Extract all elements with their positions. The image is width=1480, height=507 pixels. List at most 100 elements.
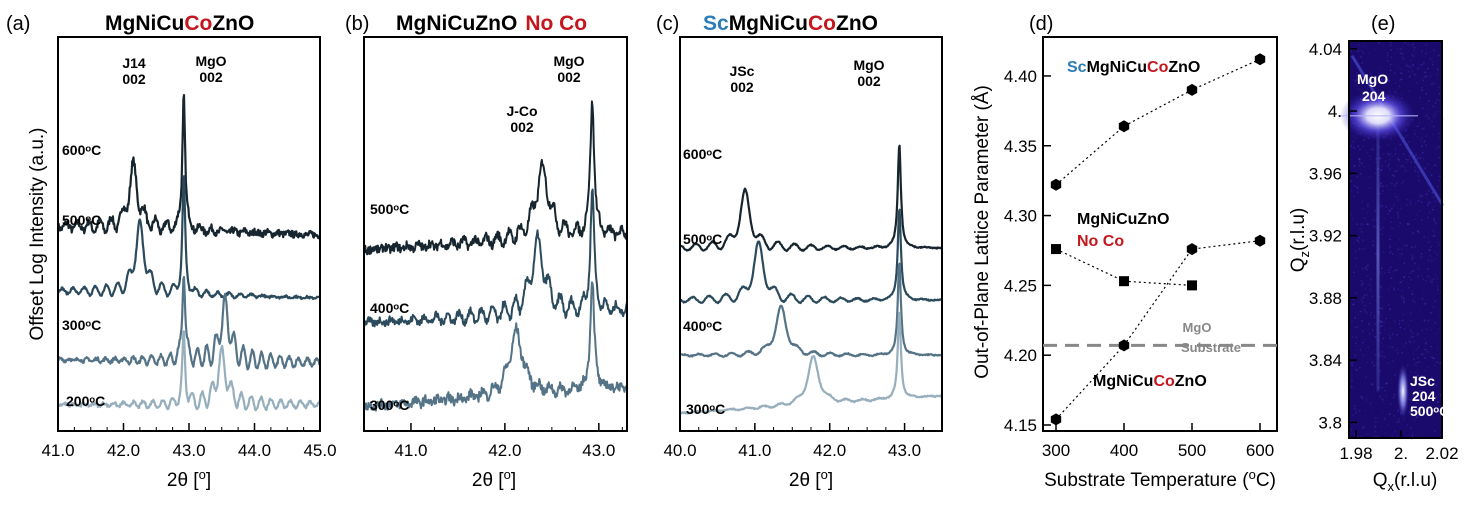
rsm-noise xyxy=(1427,319,1430,322)
x-tick-label: 44.0 xyxy=(238,441,271,460)
rsm-noise xyxy=(1410,319,1412,322)
rsm-noise xyxy=(1420,406,1422,408)
rsm-noise xyxy=(1358,241,1360,243)
rsm-noise xyxy=(1423,127,1426,129)
panel-e-xlabel: Qx(r.l.u) xyxy=(1373,470,1438,494)
rsm-noise xyxy=(1436,111,1438,113)
rsm-noise xyxy=(1427,163,1429,165)
rsm-noise xyxy=(1387,52,1389,54)
rsm-noise xyxy=(1379,206,1382,209)
rsm-noise xyxy=(1401,69,1403,71)
rsm-noise xyxy=(1410,341,1412,343)
rsm-noise xyxy=(1417,230,1419,233)
rsm-noise xyxy=(1389,41,1392,44)
xrd-curve-b-2 xyxy=(363,281,628,412)
rsm-noise xyxy=(1380,168,1383,171)
rsm-noise xyxy=(1422,63,1425,66)
rsm-noise xyxy=(1409,74,1411,77)
rsm-noise xyxy=(1398,421,1401,423)
rsm-noise xyxy=(1411,290,1413,293)
panel-d-plot xyxy=(1043,53,1277,426)
rsm-noise xyxy=(1394,430,1396,433)
rsm-peak-jsc xyxy=(1397,363,1409,420)
rsm-noise xyxy=(1367,223,1369,226)
rsm-noise xyxy=(1435,384,1438,387)
rsm-noise xyxy=(1393,415,1395,417)
rsm-noise xyxy=(1425,192,1428,195)
rsm-noise xyxy=(1382,153,1385,155)
rsm-noise xyxy=(1393,204,1395,207)
panel-d-series-noco-label: MgNiCuZnO xyxy=(1077,211,1169,228)
rsm-noise xyxy=(1380,321,1382,323)
rsm-noise xyxy=(1363,308,1366,311)
rsm-noise xyxy=(1389,63,1392,66)
rsm-noise xyxy=(1359,348,1361,351)
y-tick-label: 4.15 xyxy=(1004,416,1037,435)
rsm-noise xyxy=(1379,183,1382,185)
rsm-noise xyxy=(1384,287,1387,290)
rsm-noise xyxy=(1413,419,1416,421)
panel-b-temp-300: 300ᵒC xyxy=(370,397,409,413)
rsm-noise xyxy=(1401,279,1404,282)
rsm-noise xyxy=(1431,83,1433,85)
rsm-noise xyxy=(1350,180,1352,183)
rsm-noise xyxy=(1412,335,1414,338)
rsm-noise xyxy=(1425,44,1427,46)
rsm-noise xyxy=(1438,244,1441,246)
panel-a-label: (a) xyxy=(6,13,30,35)
rsm-noise xyxy=(1432,115,1435,118)
rsm-noise xyxy=(1380,67,1383,70)
panel-a-temp-300: 300ᵒC xyxy=(62,317,101,333)
rsm-noise xyxy=(1416,356,1419,359)
rsm-noise xyxy=(1359,228,1362,230)
rsm-noise xyxy=(1423,403,1425,406)
rsm-noise xyxy=(1355,78,1358,81)
rsm-noise xyxy=(1353,303,1355,306)
rsm-noise xyxy=(1366,87,1369,89)
rsm-noise xyxy=(1362,268,1364,270)
rsm-noise xyxy=(1391,182,1393,185)
rsm-noise xyxy=(1406,65,1409,67)
rsm-noise xyxy=(1369,289,1372,291)
rsm-noise xyxy=(1362,239,1364,242)
rsm-noise xyxy=(1379,192,1381,195)
x-tick-label: 41.0 xyxy=(394,441,427,460)
rsm-noise xyxy=(1406,204,1408,206)
rsm-noise xyxy=(1434,258,1436,261)
rsm-noise xyxy=(1355,257,1358,260)
data-point xyxy=(1050,413,1062,426)
data-point xyxy=(1051,244,1061,255)
rsm-noise xyxy=(1354,79,1357,82)
rsm-noise xyxy=(1394,374,1396,377)
rsm-noise xyxy=(1421,50,1423,52)
rsm-noise xyxy=(1352,140,1354,143)
rsm-noise xyxy=(1361,50,1363,52)
rsm-noise xyxy=(1389,153,1392,155)
rsm-noise xyxy=(1426,113,1429,116)
rsm-noise xyxy=(1379,146,1381,148)
rsm-noise xyxy=(1416,335,1418,337)
panel-d-frame xyxy=(1042,36,1278,432)
rsm-noise xyxy=(1393,321,1396,324)
rsm-noise xyxy=(1396,421,1398,423)
x-tick-label: 43.0 xyxy=(888,441,921,460)
rsm-noise xyxy=(1436,99,1438,101)
panel-d-series-co-label: MgNiCuCoZnO xyxy=(1093,373,1207,390)
rsm-noise xyxy=(1430,329,1433,331)
rsm-noise xyxy=(1436,361,1438,363)
panel-c-xlabel: 2θ [o] xyxy=(789,467,833,491)
rsm-noise xyxy=(1381,233,1383,235)
rsm-noise xyxy=(1380,325,1382,328)
xrd-curve-a-3 xyxy=(57,330,321,412)
rsm-noise xyxy=(1372,383,1374,386)
rsm-noise xyxy=(1361,301,1364,303)
rsm-noise xyxy=(1413,358,1415,360)
rsm-noise xyxy=(1361,162,1363,165)
rsm-noise xyxy=(1397,157,1399,160)
rsm-noise xyxy=(1357,50,1360,52)
rsm-noise xyxy=(1394,148,1397,151)
rsm-noise xyxy=(1375,157,1377,160)
rsm-noise xyxy=(1438,315,1440,318)
rsm-noise xyxy=(1431,120,1433,123)
rsm-noise xyxy=(1429,407,1431,410)
